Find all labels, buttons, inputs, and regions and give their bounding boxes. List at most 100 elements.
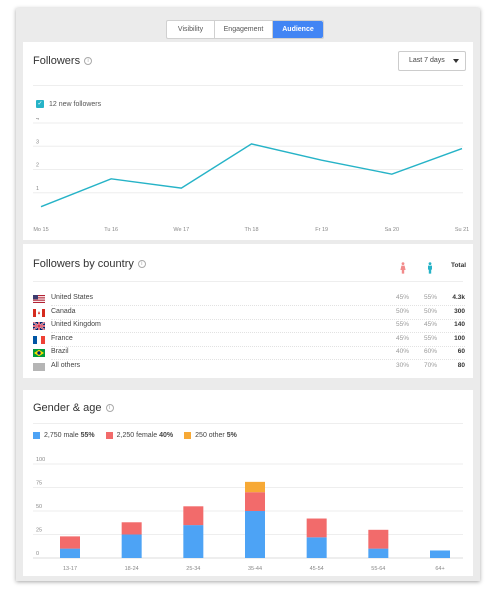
female-swatch xyxy=(105,432,113,439)
country-title: Followers by country xyxy=(33,258,134,270)
series-legend[interactable]: ✓ 12 new followers xyxy=(36,100,101,108)
tab-bar: Visibility Engagement Audience xyxy=(166,20,324,39)
female-pct: 45% xyxy=(395,334,409,342)
female-bar xyxy=(306,518,327,538)
country-total: 4.3k xyxy=(452,294,465,301)
x-tick-label: Tu 16 xyxy=(104,227,118,233)
country-row[interactable]: All others 30% 70% 80 xyxy=(33,361,465,373)
country-name: United Kingdom xyxy=(51,321,101,328)
tab-engagement[interactable]: Engagement xyxy=(215,21,273,38)
tab-visibility[interactable]: Visibility xyxy=(167,21,215,38)
country-total: 300 xyxy=(454,307,465,315)
gender-title: Gender & age xyxy=(33,402,102,414)
followers-title: Followers xyxy=(33,55,81,67)
female-pct: 55% xyxy=(395,321,409,328)
legend-other[interactable]: 250 other 5% xyxy=(184,432,237,439)
gender-age-bar-chart: 0 25 50 75 100 13-17 18-24 25-34 35-44 45-54 55-64… xyxy=(33,457,463,572)
male-swatch xyxy=(33,432,40,439)
male-pct: 45% xyxy=(423,321,437,328)
x-tick-label: 55-64 xyxy=(371,566,385,572)
followers-title-row: Followers i xyxy=(33,55,93,67)
country-total: 60 xyxy=(457,348,465,355)
y-tick-label: 0 xyxy=(36,551,39,557)
country-row[interactable]: United Kingdom 55% 45% 140 xyxy=(32,320,465,332)
country-row[interactable]: Canada 50% 50% 300 xyxy=(33,307,465,319)
male-bar xyxy=(430,550,450,558)
male-pct: 55% xyxy=(423,334,437,342)
male-icon xyxy=(428,262,432,274)
divider xyxy=(33,281,463,282)
info-icon[interactable]: i xyxy=(84,57,93,66)
y-tick-label: 3 xyxy=(36,139,39,145)
divider xyxy=(33,423,463,424)
legend-male[interactable]: 2,750 male 55% xyxy=(33,432,95,439)
y-tick-label: 1 xyxy=(36,186,39,192)
checkbox-icon[interactable]: ✓ xyxy=(36,100,44,108)
female-bar xyxy=(60,536,80,549)
legend-female-pct: 40% xyxy=(159,432,174,439)
female-pct: 40% xyxy=(395,348,409,355)
country-name: Canada xyxy=(51,307,76,315)
gender-legend: 2,750 male 55% 2,250 female 40% 250 othe… xyxy=(33,432,248,439)
us-flag-icon xyxy=(33,295,45,303)
male-bar xyxy=(60,548,80,558)
x-tick-label: Sa 20 xyxy=(385,227,399,233)
country-row[interactable]: United States 45% 55% 4.3k xyxy=(33,293,465,305)
row-divider xyxy=(51,345,465,347)
legend-other-pct: 5% xyxy=(226,432,237,439)
x-tick-label: 35-44 xyxy=(248,566,262,572)
legend-male-pct: 55% xyxy=(80,432,95,439)
info-icon[interactable]: i xyxy=(105,404,114,413)
caret-down-icon xyxy=(453,59,459,63)
y-tick-label: 75 xyxy=(36,481,42,487)
gender-age-card: Gender & age i 2,750 male 55% 2,250 femal… xyxy=(23,390,473,576)
country-row[interactable]: France 45% 55% 100 xyxy=(33,334,465,346)
total-header: Total xyxy=(450,262,466,269)
tab-audience[interactable]: Audience xyxy=(273,21,323,38)
info-icon[interactable]: i xyxy=(137,260,146,269)
country-card: Followers by country i Total United State… xyxy=(23,244,473,378)
followers-line-chart: 1 2 3 4 Mo 15 Tu 16 We 17 Th 18 Fr 19 Sa 20 Su 21 xyxy=(33,118,469,233)
female-bar xyxy=(121,522,142,535)
female-bar xyxy=(368,529,389,549)
x-tick-label: 45-54 xyxy=(310,566,324,572)
x-tick-label: Su 21 xyxy=(455,227,469,233)
x-tick-label: 64+ xyxy=(435,566,444,572)
male-bar xyxy=(121,534,142,558)
male-pct: 70% xyxy=(423,361,437,369)
x-tick-label: We 17 xyxy=(173,227,189,233)
y-tick-label: 2 xyxy=(36,163,39,169)
x-tick-label: Fr 19 xyxy=(315,227,328,233)
female-pct: 45% xyxy=(395,294,409,301)
legend-other-text: 250 other xyxy=(195,432,225,439)
male-bar xyxy=(368,548,389,558)
analytics-panel: Visibility Engagement Audience Followers… xyxy=(16,8,480,581)
x-tick-label: 25-34 xyxy=(186,566,200,572)
uk-flag-icon xyxy=(32,321,46,331)
followers-card: Followers i Last 7 days ✓ 12 new follower… xyxy=(23,42,473,240)
female-pct: 50% xyxy=(395,307,409,315)
male-bar xyxy=(306,537,327,558)
x-tick-label: Th 18 xyxy=(244,227,258,233)
divider xyxy=(33,85,463,86)
country-row[interactable]: Brazil 40% 60% 60 xyxy=(33,347,465,359)
y-tick-label: 4 xyxy=(36,118,39,122)
legend-female-text: 2,250 female xyxy=(116,432,158,439)
row-divider xyxy=(51,318,465,320)
row-divider xyxy=(51,359,465,360)
fr-flag-icon xyxy=(33,335,45,344)
date-range-dropdown[interactable]: Last 7 days xyxy=(398,51,466,71)
male-pct: 55% xyxy=(423,294,437,301)
male-pct: 50% xyxy=(423,307,437,315)
female-bar xyxy=(245,492,265,511)
x-tick-label: 18-24 xyxy=(125,566,139,572)
followers-series-line xyxy=(40,143,463,208)
legend-female[interactable]: 2,250 female 40% xyxy=(105,432,174,439)
female-pct: 30% xyxy=(395,361,409,369)
country-name: United States xyxy=(51,294,94,301)
br-flag-icon xyxy=(33,349,45,357)
other-bar xyxy=(245,481,265,493)
ca-flag-icon xyxy=(33,308,45,317)
y-tick-label: 100 xyxy=(36,457,45,463)
male-bar xyxy=(245,511,265,558)
